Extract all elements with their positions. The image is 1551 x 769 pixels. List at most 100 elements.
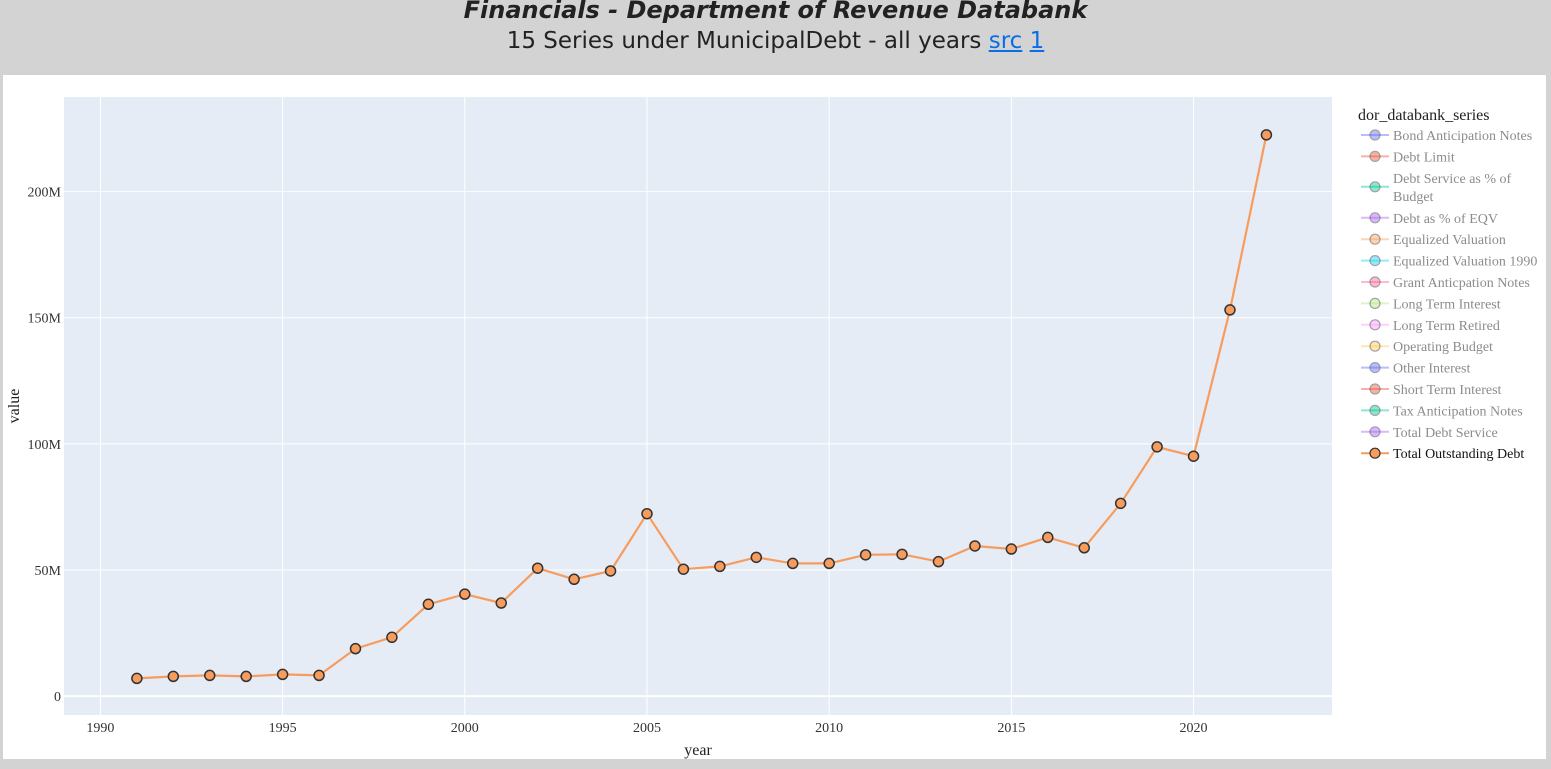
data-point[interactable] bbox=[604, 565, 617, 577]
legend-marker-swatch bbox=[1369, 426, 1381, 438]
x-tick-label: 2010 bbox=[815, 721, 843, 736]
legend-title: dor_databank_series bbox=[1358, 107, 1490, 124]
legend-item-operating-budget[interactable]: Operating Budget bbox=[1361, 340, 1493, 355]
data-point[interactable] bbox=[203, 669, 216, 682]
legend-marker-swatch bbox=[1369, 319, 1381, 331]
data-point[interactable] bbox=[568, 573, 580, 586]
x-axis-title: year bbox=[684, 742, 712, 759]
legend-label: Short Term Interest bbox=[1393, 383, 1502, 398]
legend-marker-swatch bbox=[1369, 383, 1381, 395]
data-point[interactable] bbox=[531, 562, 544, 574]
legend-item-short-term-interest[interactable]: Short Term Interest bbox=[1361, 383, 1502, 398]
legend-label: Long Term Retired bbox=[1393, 319, 1500, 334]
y-tick-label: 150M bbox=[28, 312, 62, 327]
source-1-link[interactable]: 1 bbox=[1029, 28, 1045, 54]
legend-label: Operating Budget bbox=[1393, 340, 1493, 355]
y-tick-label: 50M bbox=[35, 564, 62, 579]
x-tick-label: 1990 bbox=[86, 721, 114, 736]
legend-label: Grant Anticpation Notes bbox=[1393, 276, 1530, 291]
x-tick-label: 2020 bbox=[1180, 721, 1208, 736]
data-point[interactable] bbox=[1187, 450, 1200, 462]
x-tick-label: 2000 bbox=[451, 721, 479, 736]
legend-marker-swatch bbox=[1369, 362, 1381, 374]
legend-label: Total Outstanding Debt bbox=[1393, 447, 1524, 462]
legend-marker-swatch bbox=[1369, 255, 1381, 267]
legend-item-debt-service-as-of-budget[interactable]: Debt Service as % of Budget bbox=[1361, 172, 1512, 205]
data-point[interactable] bbox=[859, 549, 872, 561]
data-point[interactable] bbox=[1151, 441, 1163, 453]
data-point[interactable] bbox=[276, 668, 289, 681]
src-link[interactable]: src bbox=[988, 28, 1023, 54]
legend-label: Other Interest bbox=[1393, 362, 1470, 377]
legend-item-tax-anticipation-notes[interactable]: Tax Anticipation Notes bbox=[1361, 404, 1523, 419]
legend-label: Total Debt Service bbox=[1393, 426, 1498, 441]
legend-item-total-debt-service[interactable]: Total Debt Service bbox=[1361, 426, 1498, 441]
data-point[interactable] bbox=[823, 557, 835, 570]
data-point[interactable] bbox=[786, 557, 799, 570]
legend-item-debt-as-of-eqv[interactable]: Debt as % of EQV bbox=[1361, 212, 1498, 227]
data-point[interactable] bbox=[932, 555, 945, 568]
legend-item-bond-anticipation-notes[interactable]: Bond Anticipation Notes bbox=[1361, 129, 1532, 144]
legend-item-grant-anticpation-notes[interactable]: Grant Anticpation Notes bbox=[1361, 276, 1530, 291]
legend-item-other-interest[interactable]: Other Interest bbox=[1361, 362, 1470, 377]
data-point[interactable] bbox=[1042, 531, 1054, 544]
legend-label: Long Term Interest bbox=[1393, 297, 1501, 312]
data-point[interactable] bbox=[459, 588, 471, 600]
legend-item-long-term-interest[interactable]: Long Term Interest bbox=[1361, 297, 1501, 312]
data-point[interactable] bbox=[495, 597, 507, 609]
legend-marker-swatch bbox=[1369, 297, 1381, 309]
series-line-total-outstanding-debt bbox=[136, 134, 1268, 680]
legend-label: Bond Anticipation Notes bbox=[1393, 129, 1532, 144]
legend-label: Equalized Valuation 1990 bbox=[1393, 255, 1537, 270]
y-tick-label: 100M bbox=[28, 438, 62, 453]
legend-item-equalized-valuation-1990[interactable]: Equalized Valuation 1990 bbox=[1361, 255, 1537, 270]
page-header: Financials - Department of Revenue Datab… bbox=[0, 0, 1551, 74]
data-point[interactable] bbox=[131, 672, 143, 685]
data-point[interactable] bbox=[167, 670, 180, 683]
data-point[interactable] bbox=[1078, 542, 1090, 554]
legend-label: Debt Limit bbox=[1393, 150, 1455, 165]
line-chart: 1990 1995 2000 2005 2010 2015 2020 0 50M 100M 150M… bbox=[6, 97, 1537, 759]
y-tick-label: 0 bbox=[54, 690, 61, 705]
series-layer bbox=[131, 129, 1273, 685]
y-tick-label: 200M bbox=[28, 186, 62, 201]
grid-lines bbox=[64, 97, 1332, 715]
legend-marker-swatch bbox=[1369, 150, 1381, 163]
data-point[interactable] bbox=[750, 551, 763, 564]
data-point[interactable] bbox=[969, 540, 981, 552]
legend-marker-swatch bbox=[1369, 129, 1381, 141]
legend-marker-swatch bbox=[1369, 181, 1381, 193]
legend-item-debt-limit[interactable]: Debt Limit bbox=[1361, 150, 1455, 165]
legend-item-equalized-valuation[interactable]: Equalized Valuation bbox=[1361, 233, 1506, 248]
legend-marker-swatch bbox=[1369, 276, 1381, 288]
legend-label: Equalized Valuation bbox=[1393, 233, 1506, 248]
x-tick-label: 2015 bbox=[997, 721, 1025, 736]
data-point[interactable] bbox=[677, 563, 690, 575]
chart-panel: 1990 1995 2000 2005 2010 2015 2020 0 50M 100M 150M… bbox=[3, 75, 1546, 759]
legend-label: Tax Anticipation Notes bbox=[1393, 404, 1523, 419]
page-title: Financials - Department of Revenue Datab… bbox=[463, 0, 1088, 24]
legend-marker-swatch bbox=[1369, 340, 1381, 352]
data-point[interactable] bbox=[1114, 497, 1127, 510]
page-subtitle: 15 Series under MunicipalDebt - all year… bbox=[0, 25, 1551, 57]
data-point[interactable] bbox=[714, 560, 726, 573]
data-point[interactable] bbox=[896, 548, 908, 561]
legend-label: Debt Service as % of Budget bbox=[1393, 172, 1512, 205]
data-point[interactable] bbox=[313, 669, 325, 682]
x-tick-label: 2005 bbox=[633, 721, 661, 736]
legend: dor_databank_series Bond Anticipation No… bbox=[1358, 107, 1537, 462]
data-point[interactable] bbox=[349, 642, 362, 655]
legend-item-long-term-retired[interactable]: Long Term Retired bbox=[1361, 319, 1500, 334]
plot-area bbox=[64, 97, 1332, 715]
legend-label: Debt as % of EQV bbox=[1393, 212, 1498, 227]
legend-item-total-outstanding-debt[interactable]: Total Outstanding Debt bbox=[1361, 447, 1524, 462]
data-point[interactable] bbox=[422, 598, 435, 611]
data-point[interactable] bbox=[1224, 304, 1236, 316]
data-point[interactable] bbox=[641, 507, 653, 520]
x-tick-label: 1995 bbox=[269, 721, 297, 736]
data-point[interactable] bbox=[1260, 129, 1273, 141]
legend-marker-swatch bbox=[1369, 212, 1381, 224]
data-point[interactable] bbox=[240, 670, 252, 683]
data-point[interactable] bbox=[1005, 543, 1018, 555]
data-point[interactable] bbox=[386, 631, 398, 644]
